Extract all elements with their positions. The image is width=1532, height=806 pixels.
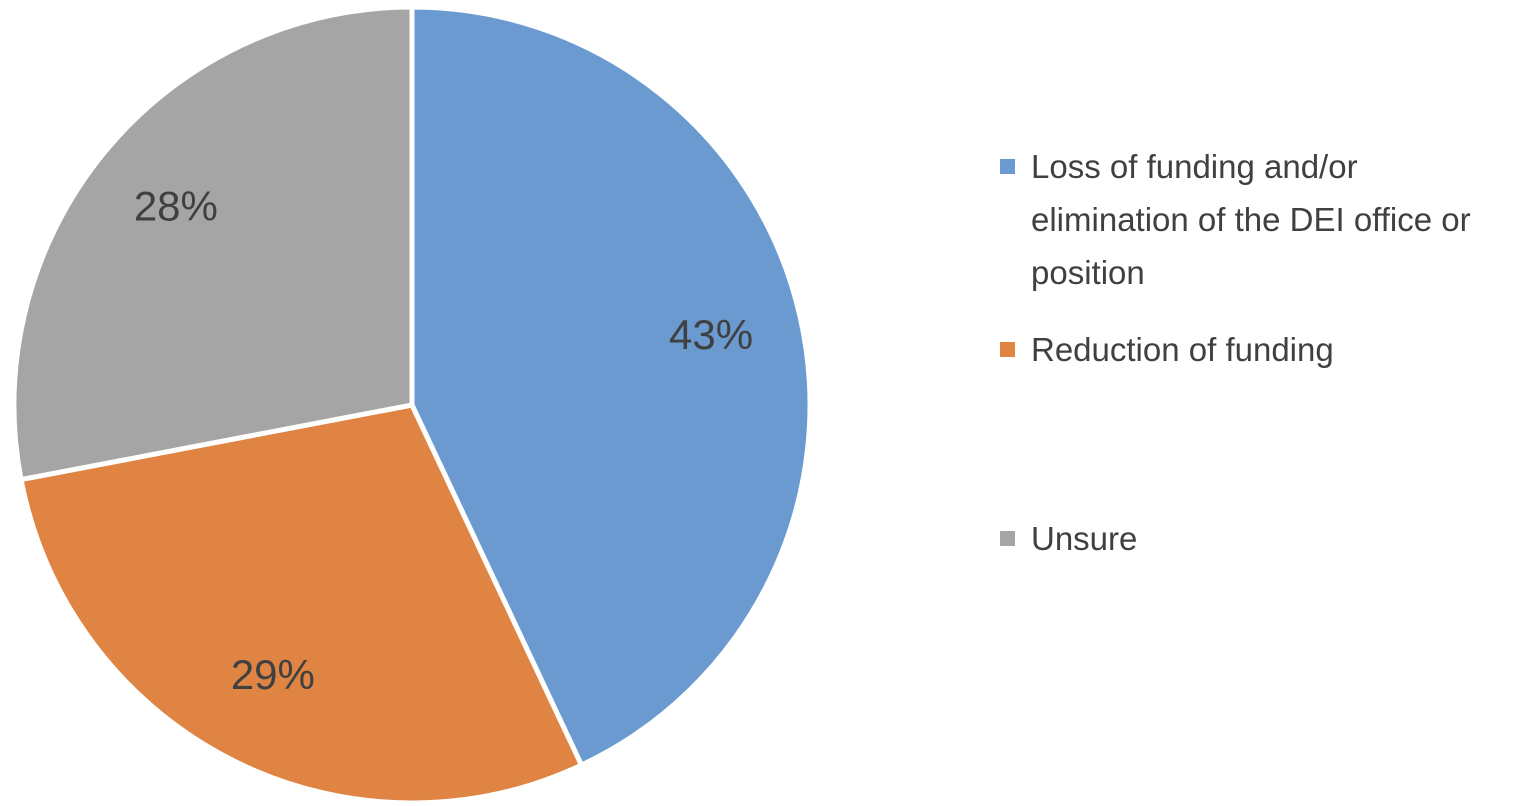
data-label: 29%: [231, 651, 315, 698]
legend-label: Reduction of funding: [1031, 331, 1334, 368]
legend-label: Loss of funding and/or elimination of th…: [1031, 148, 1471, 291]
data-label: 43%: [669, 311, 753, 358]
pie-slice: [18, 402, 584, 806]
legend-swatch: [1000, 531, 1015, 546]
legend-swatch: [1000, 159, 1015, 174]
legend-swatch: [1000, 342, 1015, 357]
legend-item: Loss of funding and/or elimination of th…: [1000, 140, 1520, 299]
pie-area: 43% 29% 28%: [11, 4, 813, 806]
pie-slice: [11, 4, 415, 483]
legend-item: Unsure: [1000, 512, 1520, 565]
legend-item: Reduction of funding: [1000, 323, 1520, 376]
legend-label: Unsure: [1031, 520, 1138, 557]
pie-slice: [409, 4, 813, 768]
data-label: 28%: [134, 183, 218, 230]
